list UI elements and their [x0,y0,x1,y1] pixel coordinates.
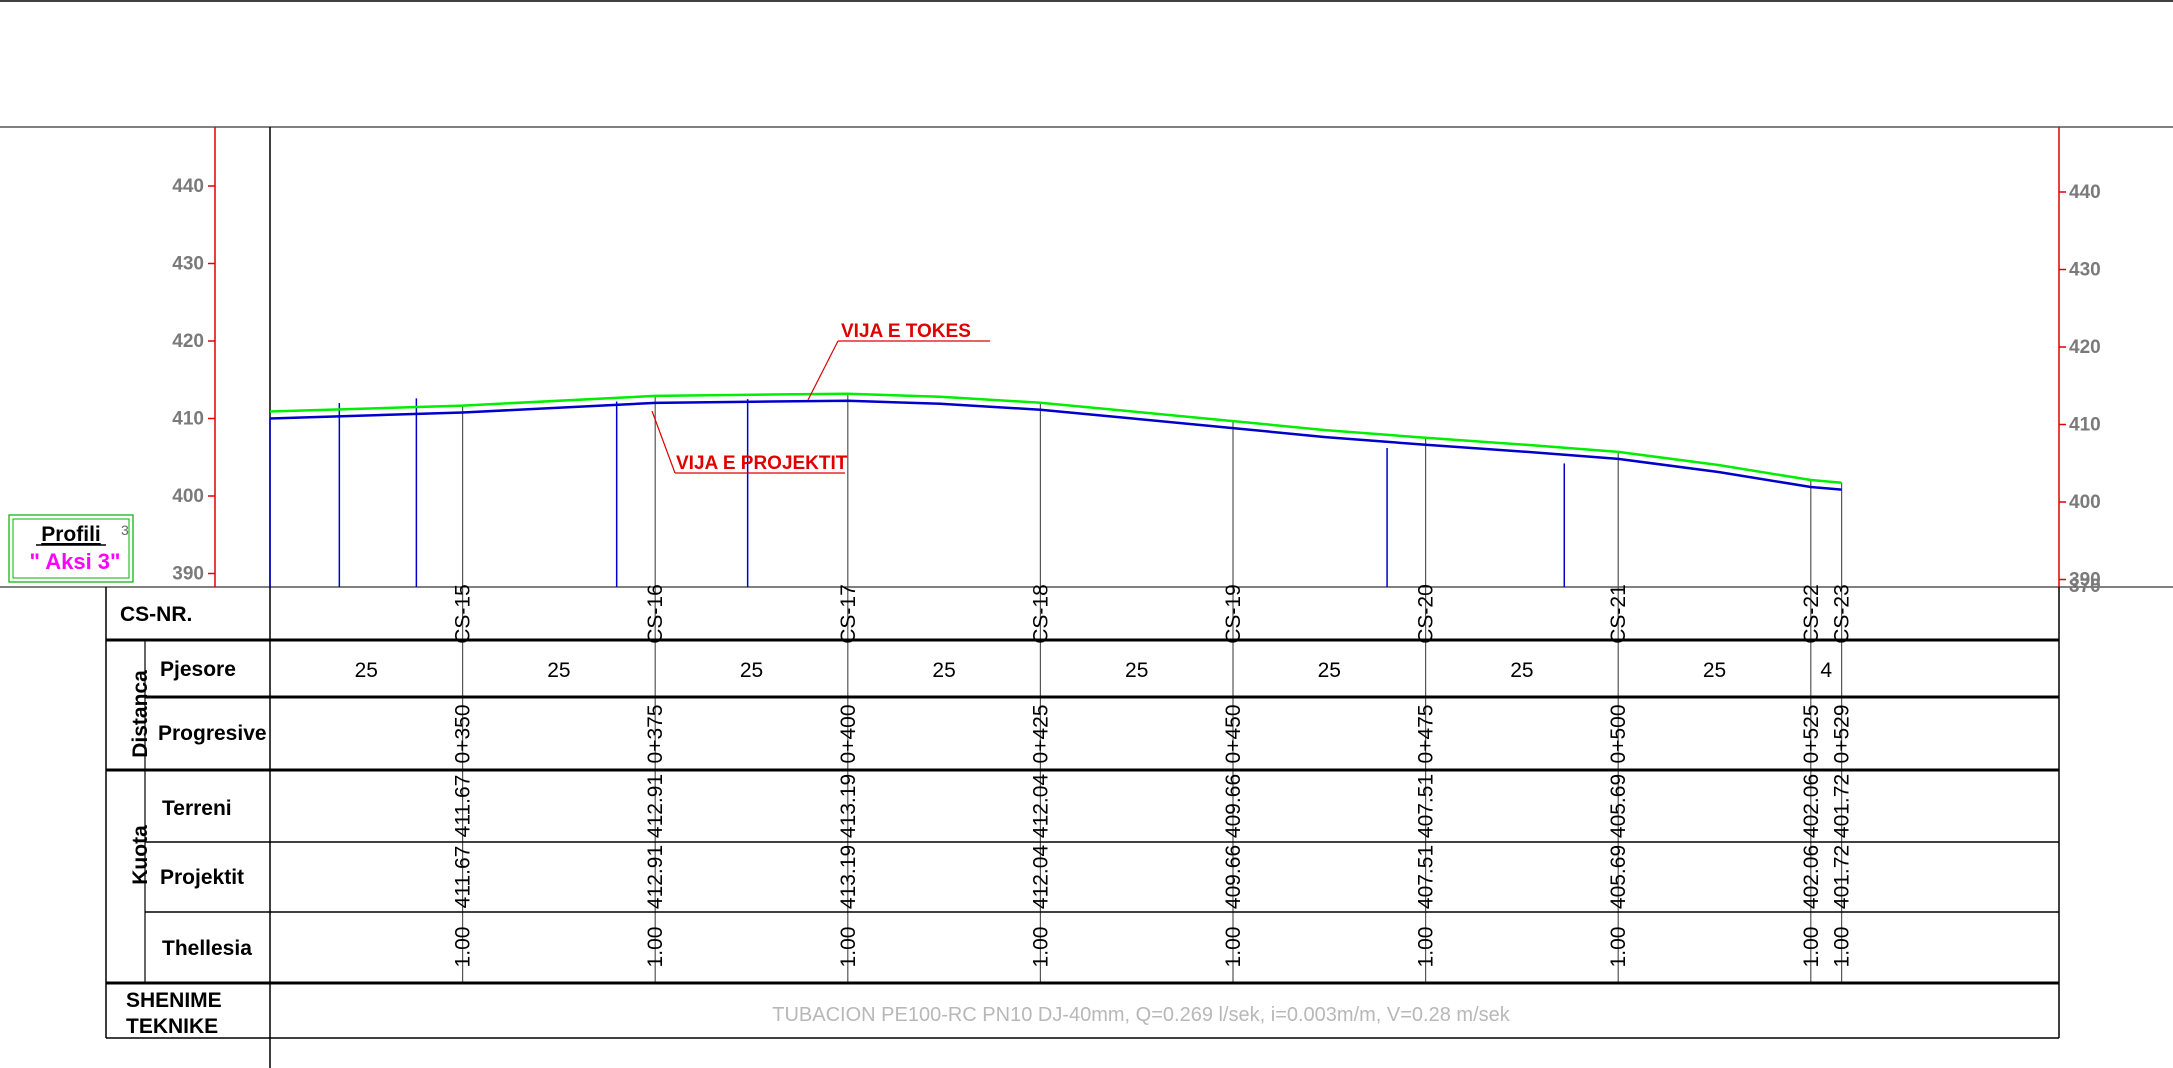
station-project-elevation: 413.19 [837,845,860,909]
profile-side-mark: 3 [121,522,129,538]
station-project-elevation: 411.67 [452,846,475,909]
station-depth: 1.00 [1029,927,1052,968]
elevation-group-label: Kuota [129,825,152,885]
station-depth: 1.00 [1607,927,1630,968]
station-chainage: 0+500 [1607,705,1630,764]
station-cs-number: CS-15 [452,584,475,644]
station-chainage: 0+400 [837,705,860,764]
station-terrain-elevation: 412.04 [1029,774,1052,839]
partial-distance: 25 [932,659,955,682]
right-axis-tick-label: 440 [2069,182,2101,203]
left-axis-tick-label: 390 [172,564,204,585]
station-cs-number: CS-21 [1607,584,1630,644]
left-axis-tick-label: 420 [172,331,204,352]
technical-notes-text: TUBACION PE100-RC PN10 DJ-40mm, Q=0.269 … [772,1004,1511,1026]
station-cs-number: CS-20 [1415,584,1438,644]
partial-distance: 4 [1820,659,1832,682]
partial-distance: 25 [1510,659,1533,682]
partial-distance: 25 [547,659,570,682]
station-depth: 1.00 [644,927,667,968]
station-terrain-elevation: 409.66 [1222,774,1245,838]
profile-axis-name: " Aksi 3" [30,549,121,574]
station-project-elevation: 407.51 [1415,845,1438,909]
station-project-elevation: 409.66 [1222,845,1245,909]
station-depth: 1.00 [1415,927,1438,968]
right-axis-tick-label: 390 [2069,570,2101,591]
station-project-elevation: 412.91 [644,845,667,909]
station-project-elevation: 402.06 [1800,845,1823,909]
terrain-line-label: VIJA E TOKES [841,321,971,342]
right-axis-tick-label: 420 [2069,337,2101,358]
station-depth: 1.00 [452,927,475,968]
cs-number-header: CS-NR. [120,603,192,626]
station-terrain-elevation: 401.72 [1831,774,1854,838]
partial-distance: 25 [1703,659,1726,682]
project-profile-line [269,399,1842,491]
station-depth: 1.00 [837,927,860,968]
station-cs-number: CS-19 [1222,584,1245,644]
left-axis-tick-label: 410 [172,409,204,430]
station-chainage: 0+529 [1831,705,1854,764]
distance-progressive-label: Progresive [158,722,267,745]
station-chainage: 0+475 [1415,705,1438,764]
station-chainage: 0+425 [1029,705,1052,764]
project-line-label: VIJA E PROJEKTIT [676,453,848,474]
station-depth: 1.00 [1831,927,1854,968]
profile-data-table [105,587,2060,1039]
station-terrain-elevation: 412.91 [644,774,667,838]
station-project-elevation: 401.72 [1831,845,1854,909]
partial-distance: 25 [740,659,763,682]
elevation-project-label: Projektit [160,866,244,889]
station-terrain-elevation: 411.67 [452,775,475,838]
distance-group-label: Distanca [129,670,152,758]
terrain-profile-line [269,392,1842,484]
partial-distance: 25 [355,659,378,682]
station-terrain-elevation: 405.69 [1607,774,1630,838]
partial-distances: 25 25 25 25 25 25 25 25 4 [355,659,1833,682]
station-cs-number: CS-22 [1800,584,1823,644]
station-depth: 1.00 [1800,927,1823,968]
station-chainage: 0+375 [644,705,667,764]
profile-title-box-inner [12,518,130,579]
station-cs-number: CS-17 [837,584,860,644]
station-terrain-elevation: 407.51 [1415,774,1438,838]
partial-distance: 25 [1318,659,1341,682]
station-chainage: 0+525 [1800,705,1823,764]
station-lines [269,393,1843,983]
station-cs-number: CS-18 [1029,584,1052,644]
terrain-callout-leader [807,340,839,401]
elevation-terrain-label: Terreni [162,797,232,820]
distance-partial-label: Pjesore [160,658,236,681]
station-columns: CS-15 0+350 411.67 411.67 1.00 CS-16 0+375 412.… [452,584,1854,967]
left-axis-tick-label: 400 [172,486,204,507]
station-cs-number: CS-23 [1831,584,1854,644]
left-axis-ticks: 440 430 420 410 400 390 [172,176,215,585]
station-terrain-elevation: 413.19 [837,774,860,838]
project-callout-leader [651,410,676,474]
right-axis-tick-label: 410 [2069,415,2101,436]
notes-header-line-1: SHENIME [126,989,222,1012]
station-terrain-elevation: 402.06 [1800,774,1823,838]
notes-header-line-2: TEKNIKE [126,1015,218,1038]
right-axis-tick-label: 430 [2069,260,2101,281]
partial-distance: 25 [1125,659,1148,682]
profile-title-box-outer [8,514,134,583]
right-axis-tick-label: 370 [2069,576,2101,597]
left-axis-tick-label: 430 [172,254,204,275]
station-chainage: 0+450 [1222,705,1245,764]
station-depth: 1.00 [1222,927,1245,968]
station-project-elevation: 412.04 [1029,845,1052,910]
profile-title: Profili [41,523,101,546]
station-chainage: 0+350 [452,705,475,764]
station-project-elevation: 405.69 [1607,845,1630,909]
right-axis-tick-label: 400 [2069,492,2101,513]
left-axis-tick-label: 440 [172,176,204,197]
depth-label: Thellesia [162,937,252,960]
station-cs-number: CS-16 [644,584,667,644]
